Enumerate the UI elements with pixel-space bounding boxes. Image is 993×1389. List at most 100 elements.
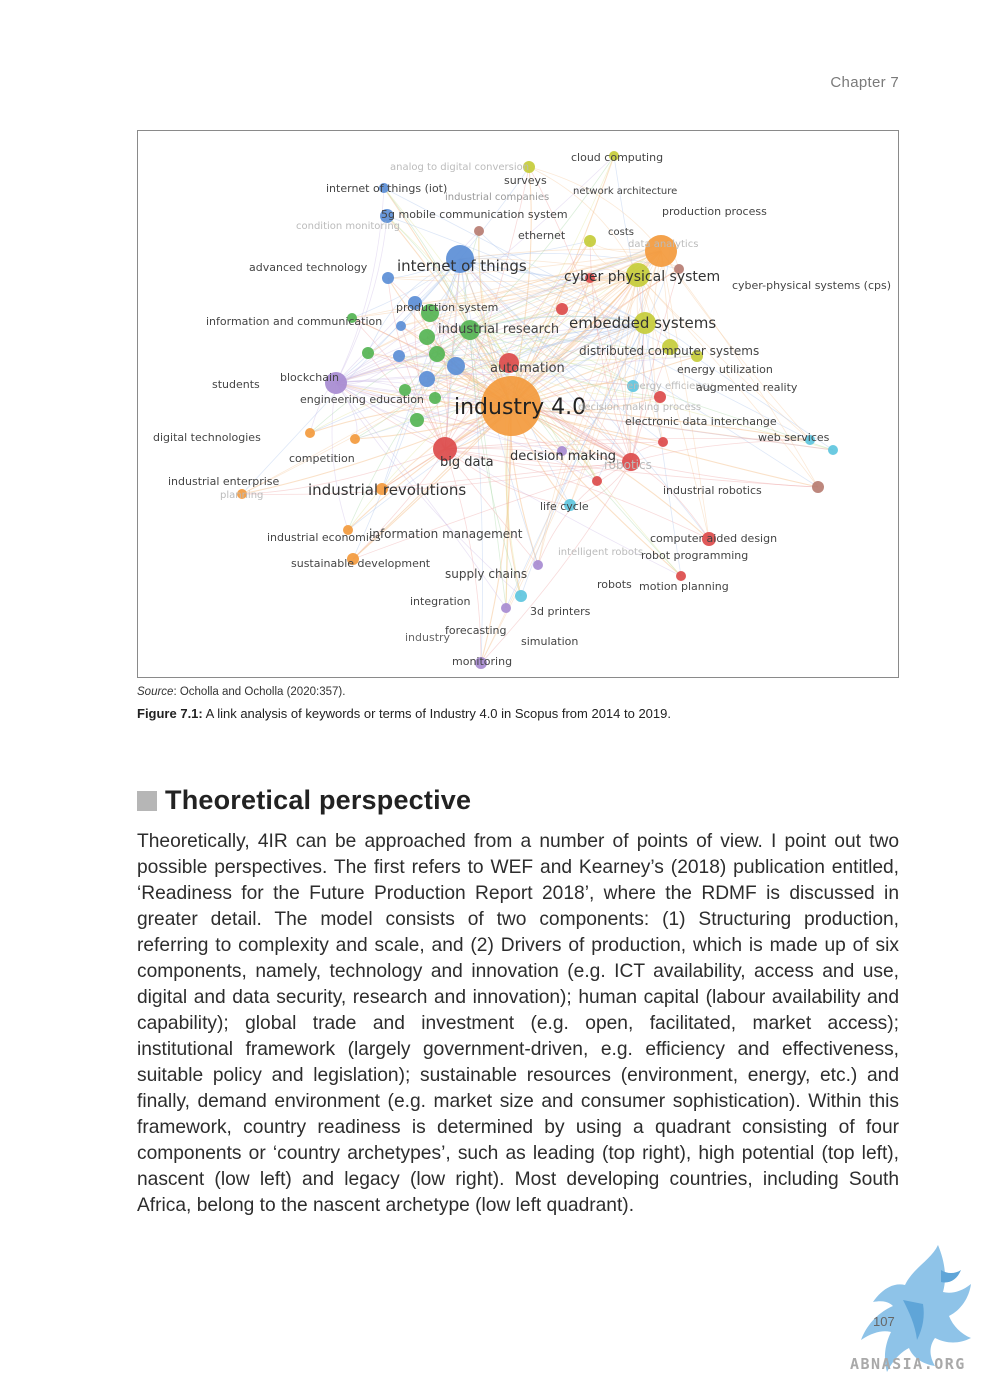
network-label: robot programming bbox=[641, 549, 748, 562]
network-edge bbox=[335, 355, 698, 384]
network-label: surveys bbox=[504, 174, 547, 187]
source-label: Source bbox=[137, 686, 174, 698]
network-edge bbox=[641, 322, 661, 398]
network-edge bbox=[335, 274, 639, 384]
network-edge bbox=[386, 215, 646, 324]
network-edge bbox=[335, 308, 563, 384]
network-node bbox=[393, 350, 405, 362]
network-label: robotics bbox=[604, 458, 652, 472]
network-edge bbox=[414, 250, 662, 304]
network-node bbox=[585, 273, 595, 283]
network-node bbox=[702, 532, 716, 546]
network-label: industrial companies bbox=[445, 192, 549, 203]
network-edge bbox=[335, 322, 646, 384]
network-node bbox=[475, 657, 487, 669]
network-label: sustainable development bbox=[291, 557, 431, 570]
network-label: industry 4.0 bbox=[454, 395, 586, 420]
network-edge bbox=[624, 274, 639, 463]
dragon-logo-icon bbox=[861, 1245, 971, 1372]
network-label: ethernet bbox=[518, 229, 566, 242]
network-edge bbox=[630, 461, 710, 540]
network-node bbox=[609, 151, 619, 161]
network-edge bbox=[508, 360, 634, 387]
network-node bbox=[410, 413, 424, 427]
network-label: cyber physical system bbox=[564, 269, 720, 285]
network-node bbox=[557, 446, 567, 456]
network-node bbox=[634, 312, 656, 334]
chapter-header: Chapter 7 bbox=[830, 74, 899, 91]
network-label: distributed computer systems bbox=[579, 344, 759, 358]
network-edge bbox=[508, 362, 563, 452]
network-edge bbox=[335, 360, 510, 384]
network-label: augmented reality bbox=[696, 381, 798, 394]
network-edge bbox=[444, 240, 591, 450]
network-node bbox=[419, 329, 435, 345]
network-node bbox=[237, 489, 247, 499]
network-edge bbox=[630, 439, 811, 463]
network-edge bbox=[335, 382, 682, 577]
network-edge bbox=[480, 405, 512, 664]
network-edge bbox=[387, 277, 446, 450]
network-label: forecasting bbox=[445, 624, 507, 637]
network-edge bbox=[480, 461, 632, 664]
network-edge bbox=[630, 346, 671, 463]
network-edge bbox=[528, 166, 662, 252]
network-edge bbox=[426, 274, 639, 338]
watermark-text: ABNASIA.ORG bbox=[850, 1355, 966, 1373]
network-edge bbox=[528, 166, 632, 463]
source-text: : Ocholla and Ocholla (2020:357). bbox=[173, 686, 346, 698]
caption-text: A link analysis of keywords or terms of … bbox=[202, 706, 671, 721]
network-edge bbox=[589, 240, 632, 463]
network-edge bbox=[444, 448, 819, 488]
network-edge bbox=[459, 248, 662, 260]
network-edge bbox=[335, 374, 634, 387]
network-node bbox=[305, 428, 315, 438]
network-edge bbox=[630, 250, 662, 463]
network-label: condition monitoring bbox=[296, 221, 400, 232]
network-edge bbox=[241, 250, 662, 495]
network-node bbox=[481, 376, 541, 436]
network-edge bbox=[335, 329, 471, 384]
network-label: production system bbox=[396, 301, 498, 314]
network-label: internet of things bbox=[397, 257, 527, 275]
network-label: information and communication bbox=[206, 315, 382, 328]
network-edge bbox=[537, 250, 662, 566]
network-edge bbox=[596, 322, 646, 482]
network-edge bbox=[434, 322, 646, 399]
network-edge bbox=[459, 258, 639, 276]
network-edge bbox=[383, 187, 510, 364]
network-node bbox=[347, 553, 359, 565]
network-edge bbox=[637, 274, 811, 441]
network-edge bbox=[367, 250, 662, 354]
network-edge bbox=[335, 382, 522, 597]
network-label: monitoring bbox=[452, 655, 512, 668]
network-node bbox=[592, 476, 602, 486]
figure-network-map: industry 4.0 cloud computing analog to dig… bbox=[137, 130, 899, 678]
network-edge bbox=[335, 382, 446, 450]
network-edge bbox=[469, 329, 522, 597]
network-edge bbox=[429, 312, 632, 463]
network-edge bbox=[354, 329, 471, 440]
keyword-network: industry 4.0 cloud computing analog to dig… bbox=[153, 151, 891, 669]
network-edge bbox=[381, 250, 662, 490]
network-label: industrial robotics bbox=[663, 484, 762, 497]
network-label: cyber-physical systems (cps) bbox=[732, 279, 891, 292]
network-node bbox=[805, 435, 815, 445]
network-node bbox=[556, 303, 568, 315]
network-edge bbox=[444, 274, 639, 450]
network-node bbox=[658, 437, 668, 447]
network-edge bbox=[505, 322, 646, 609]
network-edge bbox=[508, 362, 661, 398]
network-edge bbox=[335, 250, 662, 384]
network-edge bbox=[335, 382, 598, 482]
network-edge bbox=[241, 405, 512, 495]
network-node bbox=[399, 384, 411, 396]
network-edge bbox=[469, 329, 507, 609]
network-edge bbox=[387, 274, 639, 283]
network-label: web services bbox=[758, 431, 830, 444]
network-edge bbox=[429, 274, 639, 314]
network-label: planning bbox=[220, 490, 263, 501]
network-edge bbox=[444, 448, 571, 506]
network-edge bbox=[444, 438, 811, 450]
network-edge bbox=[469, 329, 682, 577]
